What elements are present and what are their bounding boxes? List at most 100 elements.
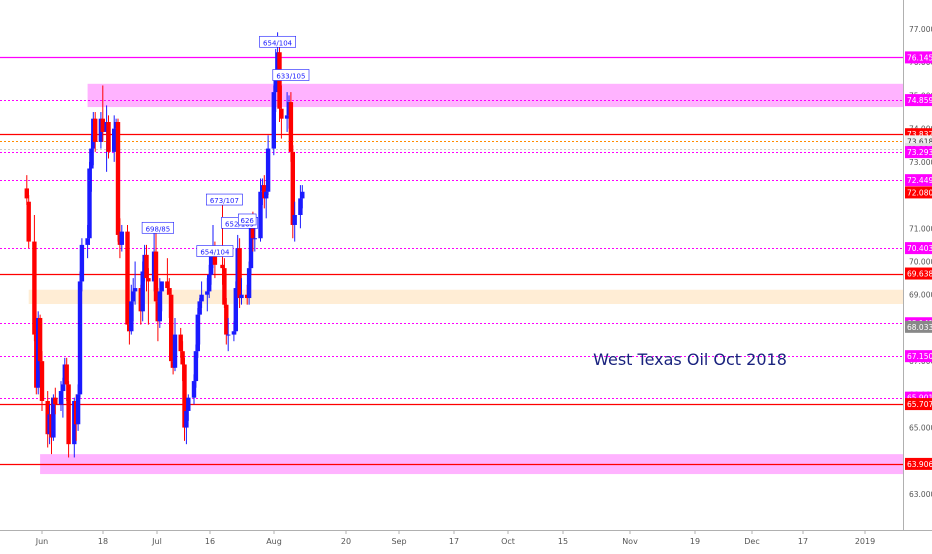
candle-2018-05-25[interactable] (26, 195, 31, 249)
candle-2018-06-21[interactable] (77, 271, 83, 398)
candle-2018-09-27[interactable] (264, 188, 269, 219)
candle-body (60, 384, 66, 392)
svg-text:72.449: 72.449 (907, 176, 932, 185)
x-tick-label: Nov (622, 537, 638, 546)
x-tick-label: Oct (501, 537, 515, 546)
candle-2018-05-24[interactable] (24, 175, 29, 206)
candle-body (208, 254, 214, 275)
level-label-7: 70.403 (905, 242, 932, 255)
candle-2018-07-26[interactable] (144, 244, 149, 292)
annotation-6: 633/105 (272, 69, 310, 81)
annotation-label: 654/104 (200, 249, 230, 257)
candle-2018-08-08[interactable] (169, 288, 174, 368)
price-badges: 72.080 68.033 (905, 186, 932, 333)
candle-body (182, 364, 187, 428)
x-tick-label: Aug (266, 537, 282, 546)
candle-body (125, 231, 130, 325)
candle-2018-05-28[interactable] (32, 215, 37, 342)
candle-body (233, 288, 238, 332)
candle-2018-08-23[interactable] (197, 298, 202, 345)
candle-2018-07-13[interactable] (119, 224, 124, 252)
candle-body (264, 191, 269, 199)
time-axis[interactable]: Jun 18 Jul 16 Aug 20 Sep 17 Oct 15 Nov 19 Dec 17 2019 (35, 530, 875, 546)
candle-body (205, 291, 210, 295)
candle-body (75, 394, 81, 425)
candle-2018-10-16[interactable] (300, 185, 305, 209)
candle-2018-10-05[interactable] (279, 85, 284, 139)
candle-2018-06-01[interactable] (39, 351, 45, 411)
candle-2018-06-15[interactable] (66, 381, 71, 458)
x-tick-label: 20 (341, 537, 351, 546)
candle-2018-07-11[interactable] (115, 118, 121, 242)
candle-2018-06-22[interactable] (79, 238, 85, 292)
x-tick-label: 17 (798, 537, 808, 546)
candle-body (284, 115, 290, 119)
svg-text:70.403: 70.403 (907, 244, 932, 253)
candle-body (248, 224, 254, 269)
y-tick-label: 71.000 (909, 224, 932, 233)
candle-2018-07-06[interactable] (106, 115, 111, 159)
candle-2018-09-06[interactable] (224, 298, 229, 345)
annotation-label: 673/107 (210, 197, 239, 205)
candle-2018-09-07[interactable] (226, 317, 231, 352)
candle-2018-06-08[interactable] (53, 387, 58, 415)
candle-2018-06-26[interactable] (87, 161, 92, 245)
candle-2018-07-03[interactable] (100, 85, 105, 142)
annotation-label: 633/105 (276, 73, 305, 81)
candle-body (119, 231, 124, 245)
candle-2018-07-20[interactable] (132, 261, 138, 305)
candle-2018-10-01[interactable] (271, 85, 276, 156)
y-tick-label: 63.000 (909, 490, 932, 499)
annotation-2: 673/107 (206, 193, 243, 206)
candle-body (100, 118, 105, 132)
svg-text:74.859: 74.859 (907, 96, 932, 105)
candle-2018-08-21[interactable] (193, 344, 199, 388)
candle-2018-09-14[interactable] (239, 278, 244, 305)
annotation-label: 698/85 (146, 225, 171, 233)
candle-2018-09-28[interactable] (265, 135, 271, 196)
annotation-5: 654/104 (259, 35, 297, 48)
candle-2018-08-10[interactable] (172, 317, 178, 372)
candle-body (258, 191, 263, 239)
candles-layer (24, 32, 305, 458)
candle-2018-10-12[interactable] (292, 201, 297, 242)
y-tick-label: 73.000 (909, 158, 932, 167)
level-label-12: 65.707 (905, 398, 932, 411)
candle-2018-09-11[interactable] (233, 281, 238, 335)
candle-2018-07-16[interactable] (125, 224, 130, 332)
candle-2018-08-17[interactable] (186, 394, 191, 421)
candle-2018-08-24[interactable] (199, 281, 204, 308)
svg-text:65.707: 65.707 (907, 400, 932, 409)
candle-2018-10-10[interactable] (288, 92, 294, 162)
candle-2018-09-05[interactable] (222, 258, 227, 308)
price-axis[interactable]: 63.00064.00065.00066.00067.00068.00069.0… (905, 25, 932, 499)
candle-body (273, 75, 278, 93)
svg-text:63.906: 63.906 (907, 460, 932, 469)
candle-body (167, 288, 172, 295)
zone-0 (87, 83, 904, 108)
candle-body (89, 148, 94, 169)
candle-2018-08-16[interactable] (184, 407, 189, 445)
x-tick-label: Sep (391, 537, 406, 546)
candle-body (184, 410, 189, 428)
candle-2018-06-29[interactable] (93, 112, 98, 152)
candle-2018-08-29[interactable] (208, 254, 214, 285)
candle-2018-09-18[interactable] (246, 261, 252, 305)
candle-body (180, 351, 185, 365)
candle-2018-08-03[interactable] (159, 281, 164, 312)
candle-body (279, 108, 284, 119)
svg-text:73.832: 73.832 (907, 130, 932, 139)
annotations-layer: 698/85654/104673/107652/109626654/104633… (141, 35, 310, 257)
annotation-4: 626 (238, 213, 257, 226)
candle-2018-07-27[interactable] (146, 268, 151, 325)
candle-2018-07-19[interactable] (131, 278, 136, 322)
candle-body (193, 351, 199, 382)
candle-2018-08-22[interactable] (195, 308, 200, 358)
candle-body (191, 381, 197, 398)
level-label-0: 76.145 (905, 51, 932, 64)
candle-body (77, 281, 83, 395)
candle-body (169, 294, 174, 362)
x-tick-label: 16 (205, 537, 215, 546)
